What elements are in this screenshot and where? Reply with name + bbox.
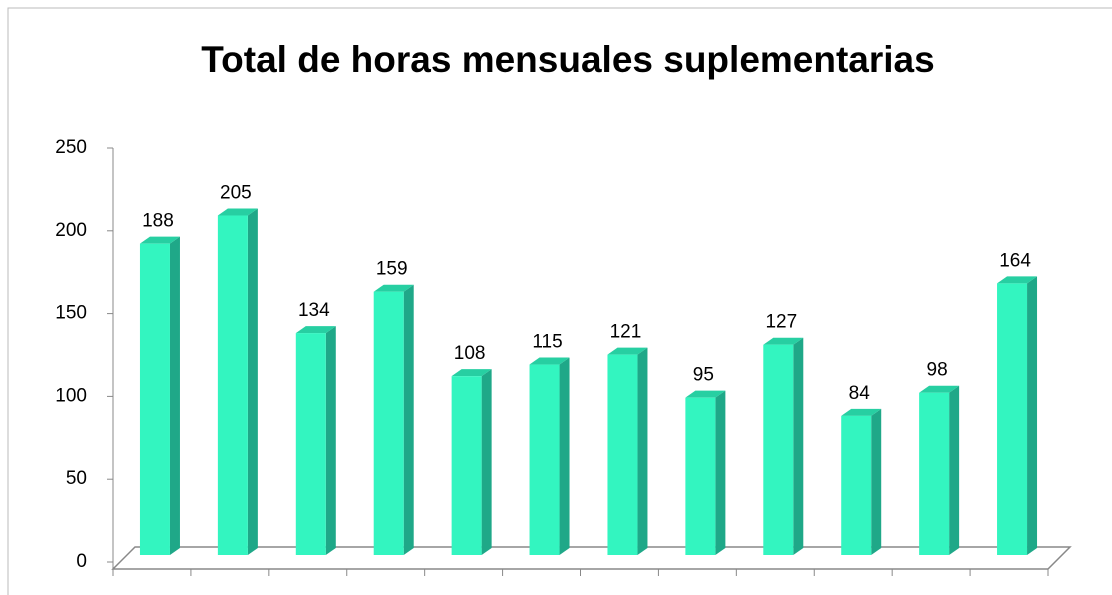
bar <box>139 243 170 555</box>
data-label: 159 <box>376 259 408 280</box>
bar-side <box>169 236 180 555</box>
bar-top <box>997 276 1038 284</box>
bar <box>217 215 248 555</box>
data-label: 164 <box>999 250 1031 271</box>
y-tick-label: 50 <box>66 468 87 489</box>
bar <box>607 354 638 555</box>
bar-top <box>451 369 492 377</box>
data-label: 98 <box>927 360 948 381</box>
bar-side <box>715 390 726 555</box>
bar-side <box>325 326 336 555</box>
bar <box>997 283 1028 555</box>
plot-area: 0 50 100 150 200 250 188 205 134 159 108 115 121 95 12… <box>55 137 1072 576</box>
data-label: 84 <box>849 383 871 404</box>
y-tick-label: 250 <box>55 137 87 158</box>
bar-top <box>217 208 258 216</box>
bar-side <box>793 337 804 555</box>
bar-top <box>763 337 804 345</box>
y-tick-label: 200 <box>55 220 87 241</box>
bar-side <box>559 357 570 555</box>
bar-side <box>481 369 492 555</box>
bar <box>373 291 404 555</box>
data-label: 205 <box>220 183 252 204</box>
bar-top <box>607 347 648 355</box>
y-tick-label: 0 <box>76 551 87 572</box>
bar <box>841 415 872 555</box>
bar <box>763 344 794 555</box>
bar-side <box>637 347 648 555</box>
bar <box>295 333 326 555</box>
bar <box>685 397 716 555</box>
data-label: 95 <box>693 365 714 386</box>
bar-side <box>949 385 960 555</box>
bar-side <box>403 284 414 555</box>
bar-top <box>841 408 882 416</box>
chart-title: Total de horas mensuales suplementarias <box>201 39 934 80</box>
data-label: 134 <box>298 300 330 321</box>
bar-side <box>1027 276 1038 555</box>
bar-side <box>247 208 258 555</box>
data-label: 108 <box>454 343 486 364</box>
bar <box>451 376 482 555</box>
bar <box>529 364 560 555</box>
bar-top <box>919 385 960 393</box>
bar-top <box>685 390 726 398</box>
bar <box>919 392 950 555</box>
bar-top <box>295 326 336 334</box>
data-label: 121 <box>610 322 642 343</box>
y-tick-label: 150 <box>55 303 87 324</box>
data-label: 115 <box>532 332 562 353</box>
bar-top <box>373 284 414 292</box>
data-label: 127 <box>765 312 797 333</box>
data-label: 188 <box>142 211 174 232</box>
bar-top <box>529 357 570 365</box>
bar-top <box>139 236 180 244</box>
bar-side <box>871 408 882 555</box>
y-tick-label: 100 <box>55 385 87 406</box>
